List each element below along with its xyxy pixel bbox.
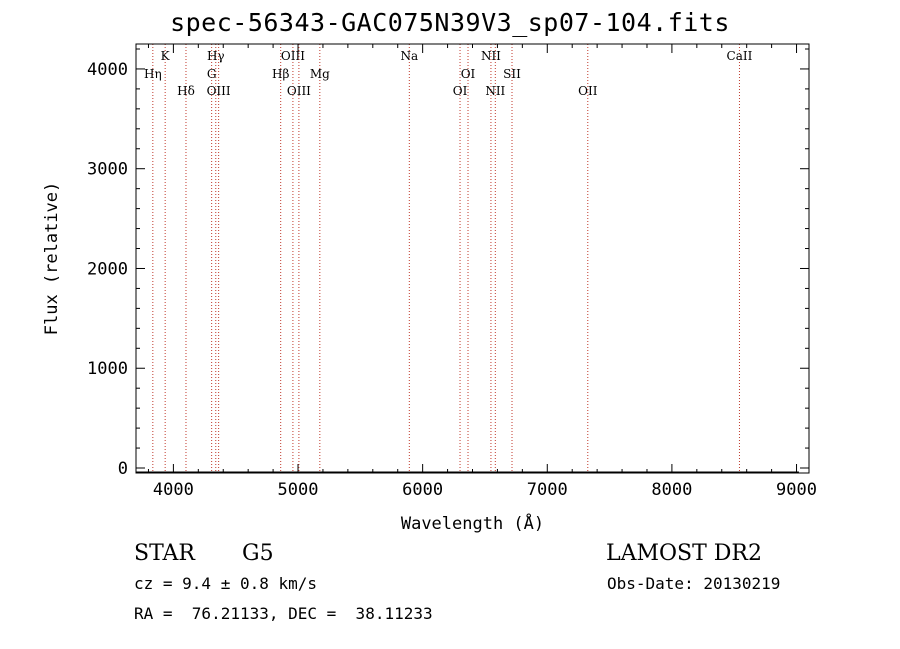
line-marker-label: OII bbox=[578, 84, 598, 98]
x-tick-label: 4000 bbox=[153, 480, 194, 500]
x-tick-label: 7000 bbox=[527, 480, 568, 500]
plot-frame bbox=[135, 43, 810, 474]
line-marker-label: OI bbox=[461, 67, 476, 81]
y-tick-label: 0 bbox=[118, 459, 128, 479]
line-marker-label: OIII bbox=[207, 84, 231, 98]
line-marker-label: SII bbox=[503, 67, 521, 81]
line-marker-label: OIII bbox=[281, 49, 305, 63]
tick-layer: 4000 5000 6000 7000 8000 9000 0 1000 2000 3000 400… bbox=[87, 44, 817, 500]
line-marker-label: Hη bbox=[144, 67, 162, 81]
observation-date: Obs-Date: 20130219 bbox=[607, 574, 781, 593]
line-marker-label: NII bbox=[481, 49, 501, 63]
x-tick-label: 9000 bbox=[776, 480, 817, 500]
line-marker-label: Hγ bbox=[207, 49, 225, 63]
line-marker-label: K bbox=[161, 49, 171, 63]
y-tick-label: 3000 bbox=[87, 160, 128, 180]
line-marker-label: G bbox=[207, 67, 217, 81]
line-marker-label: CaII bbox=[727, 49, 753, 63]
line-marker-layer: HηKHδHγGOIIIHβOIIIOIIIMgNaOIOINIINIISIIO… bbox=[144, 44, 753, 473]
x-tick-label: 6000 bbox=[402, 480, 443, 500]
line-marker-label: OI bbox=[453, 84, 468, 98]
x-tick-label: 8000 bbox=[651, 480, 692, 500]
y-tick-label: 2000 bbox=[87, 259, 128, 279]
line-marker-label: Mg bbox=[310, 67, 330, 81]
line-marker-label: Hβ bbox=[272, 67, 289, 81]
line-marker-label: NII bbox=[485, 84, 505, 98]
y-tick-label: 4000 bbox=[87, 60, 128, 80]
line-marker-label: OIII bbox=[287, 84, 311, 98]
survey-name: LAMOST DR2 bbox=[606, 541, 762, 566]
line-marker-label: Hδ bbox=[177, 84, 195, 98]
x-axis-label: Wavelength (Å) bbox=[401, 512, 544, 534]
redshift-cz: cz = 9.4 ± 0.8 km/s bbox=[134, 574, 318, 593]
line-marker-label: Na bbox=[400, 49, 418, 63]
object-type: STAR bbox=[134, 541, 195, 566]
y-axis-label: Flux (relative) bbox=[42, 182, 62, 336]
object-subclass: G5 bbox=[242, 541, 274, 566]
coordinates: RA = 76.21133, DEC = 38.11233 bbox=[134, 604, 433, 623]
chart-title: spec-56343-GAC075N39V3_sp07-104.fits bbox=[170, 8, 730, 37]
x-tick-label: 5000 bbox=[278, 480, 319, 500]
y-tick-label: 1000 bbox=[87, 359, 128, 379]
